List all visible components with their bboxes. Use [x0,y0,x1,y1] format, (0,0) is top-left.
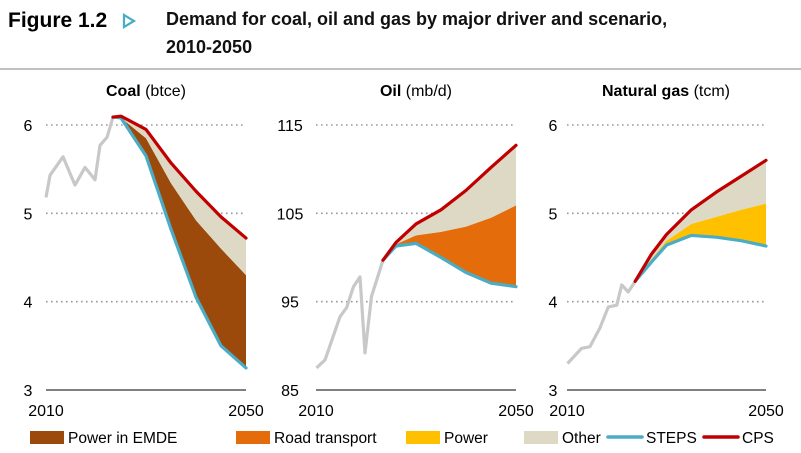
y-tick-label: 3 [24,383,33,400]
panel-oil: Oil (mb/d) 85 95 105 115 2010 2050 [277,83,534,420]
panel-title-unit: (mb/d) [401,83,452,100]
y-tick-label: 4 [24,295,33,312]
historical-line [566,280,637,365]
figure-arrow-icon [122,13,137,29]
y-tick-label: 6 [24,118,33,135]
legend-label: Power [444,430,488,447]
area-power [635,203,766,282]
legend-label: CPS [742,430,774,447]
legend-swatch [406,431,440,444]
panel-title-unit: (tcm) [689,83,730,100]
figure-title-line1: Demand for coal, oil and gas by major dr… [166,9,667,29]
legend-swatch [30,431,64,444]
panel-title: Coal (btce) [106,83,186,100]
cps-line [381,143,518,262]
x-tick-label: 2010 [549,403,585,420]
x-tick-label: 2010 [298,403,334,420]
y-tick-label: 6 [549,118,558,135]
panel-title: Oil (mb/d) [380,83,452,100]
figure-title-line2: 2010-2050 [166,37,252,57]
y-tick-label: 5 [24,206,33,223]
cps-line [633,158,768,283]
y-tick-label: 95 [281,295,299,312]
legend-label: Power in EMDE [68,430,177,447]
y-tick-label: 3 [549,383,558,400]
panel-title-fuel: Oil [380,83,401,100]
x-tick-label: 2050 [228,403,264,420]
panel-title-unit: (btce) [141,83,186,100]
historical-line [315,259,385,370]
panel-title-fuel: Coal [106,83,141,100]
historical-line [44,116,115,198]
legend-label: Other [562,430,601,447]
steps-line [381,241,518,289]
legend-label: STEPS [646,430,697,447]
area-other [113,116,246,276]
legend-item-other: Other [524,430,601,447]
y-tick-label: 85 [281,383,299,400]
figure-label: Figure 1.2 [8,9,107,32]
steps-line [633,233,768,283]
y-tick-label: 4 [549,295,558,312]
x-tick-label: 2050 [748,403,784,420]
panel-natural-gas: Natural gas (tcm) 3 4 5 6 2010 2050 [549,83,784,420]
area-other [383,145,516,261]
legend-item-steps: STEPS [606,430,697,447]
area-other [635,160,766,282]
legend-swatch [524,431,558,444]
legend-label: Road transport [274,430,377,447]
panel-title: Natural gas (tcm) [602,83,730,100]
legend: Power in EMDE Road transport Power Other STE… [30,430,774,447]
cps-line [111,114,248,240]
y-tick-label: 105 [277,206,304,223]
x-tick-label: 2050 [498,403,534,420]
legend-item-power-in-emde: Power in EMDE [30,430,177,447]
panel-coal: Coal (btce) 3 4 5 6 2010 2050 [24,83,264,420]
x-tick-label: 2010 [28,403,64,420]
y-tick-label: 115 [277,118,303,135]
legend-item-cps: CPS [702,430,774,447]
y-tick-label: 5 [549,206,558,223]
legend-item-power: Power [406,430,488,447]
panel-title-fuel: Natural gas [602,83,689,100]
area-road-transport [383,205,516,287]
legend-item-road-transport: Road transport [236,430,377,447]
legend-swatch [236,431,270,444]
area-power-in-emde [113,117,246,368]
